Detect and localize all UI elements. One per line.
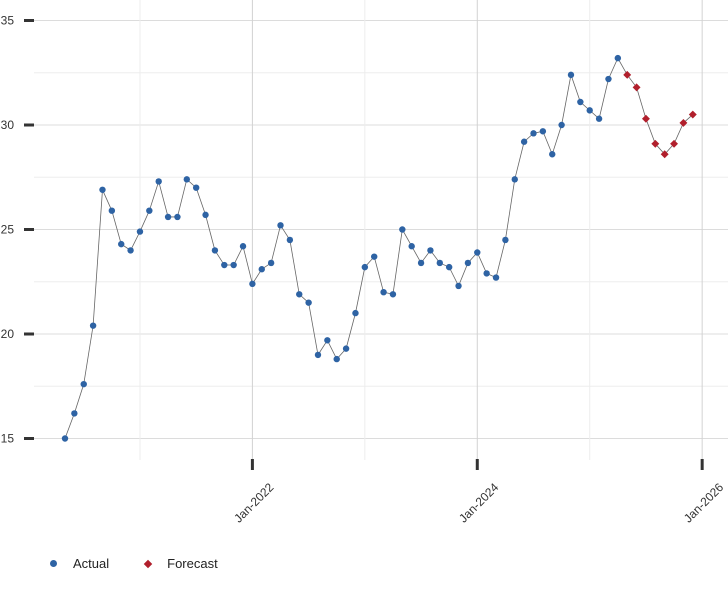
actual-point	[586, 107, 593, 114]
legend-label-forecast: Forecast	[167, 556, 218, 571]
grid-lines	[34, 0, 728, 460]
actual-point	[99, 186, 106, 193]
x-tick-label: Jan-2026	[681, 480, 727, 526]
actual-point	[230, 261, 237, 269]
actual-point	[174, 213, 181, 221]
actual-point	[530, 130, 537, 137]
actual-point	[267, 259, 275, 267]
actual-point	[192, 184, 200, 191]
actual-point	[483, 270, 490, 277]
forecast-point	[632, 83, 641, 92]
actual-point	[492, 274, 500, 281]
actual-point	[89, 322, 97, 329]
actual-point	[333, 355, 340, 363]
y-tick-label: 15	[1, 432, 15, 446]
actual-point	[221, 261, 228, 269]
actual-point	[408, 243, 415, 250]
actual-point	[567, 71, 575, 79]
actual-point	[108, 207, 116, 214]
actual-point	[352, 309, 359, 317]
actual-point	[277, 222, 284, 229]
actual-point	[436, 259, 443, 267]
legend-marker-actual-icon	[50, 560, 57, 567]
actual-point	[71, 410, 78, 417]
actual-point	[314, 351, 322, 359]
data-points	[61, 54, 697, 442]
forecast-point	[670, 139, 679, 148]
x-tick-label: Jan-2024	[456, 480, 502, 526]
actual-point	[211, 247, 219, 254]
x-tick-label: Jan-2022	[231, 480, 277, 526]
actual-point	[502, 236, 509, 244]
y-tick-label: 30	[1, 118, 15, 132]
y-tick-label: 35	[1, 14, 15, 28]
series-line	[64, 57, 694, 439]
actual-point	[239, 243, 247, 250]
actual-point	[474, 249, 481, 256]
legend-item-forecast: Forecast	[143, 556, 218, 571]
actual-point	[445, 263, 453, 271]
actual-point	[455, 282, 462, 290]
legend: Actual Forecast	[50, 556, 254, 571]
legend-item-actual: Actual	[50, 556, 109, 571]
actual-point	[258, 266, 265, 273]
actual-point	[305, 299, 312, 306]
actual-point	[286, 236, 294, 244]
actual-point	[427, 247, 434, 254]
actual-point	[577, 98, 584, 106]
actual-point	[61, 435, 69, 442]
y-tick-label: 20	[1, 327, 15, 341]
actual-point	[146, 207, 153, 214]
y-tick-label: 25	[1, 223, 15, 237]
forecast-point	[623, 70, 632, 79]
actual-point	[361, 263, 369, 271]
actual-point	[164, 213, 172, 221]
actual-point	[136, 228, 144, 235]
actual-point	[399, 226, 406, 233]
actual-point	[464, 259, 472, 267]
legend-label-actual: Actual	[73, 556, 110, 571]
actual-point	[380, 289, 387, 296]
actual-point	[80, 380, 87, 388]
actual-point	[371, 253, 378, 260]
actual-point	[539, 128, 547, 135]
actual-point	[127, 247, 134, 254]
actual-point	[614, 54, 622, 62]
actual-point	[183, 176, 191, 183]
actual-point	[558, 121, 565, 129]
legend-marker-forecast-icon	[143, 559, 153, 568]
actual-point	[605, 75, 612, 83]
actual-point	[511, 176, 518, 183]
forecast-point	[651, 139, 660, 148]
actual-point	[296, 291, 303, 298]
forecast-point	[641, 114, 650, 123]
actual-point	[595, 115, 603, 122]
actual-point	[324, 337, 331, 344]
actual-point	[549, 151, 556, 158]
actual-point	[417, 259, 425, 267]
actual-point	[342, 345, 350, 352]
series-lines	[64, 57, 694, 439]
actual-point	[249, 280, 256, 288]
actual-point	[118, 240, 125, 248]
actual-point	[202, 211, 209, 219]
actual-point	[520, 138, 528, 145]
actual-point	[155, 178, 162, 185]
actual-point	[389, 291, 397, 298]
